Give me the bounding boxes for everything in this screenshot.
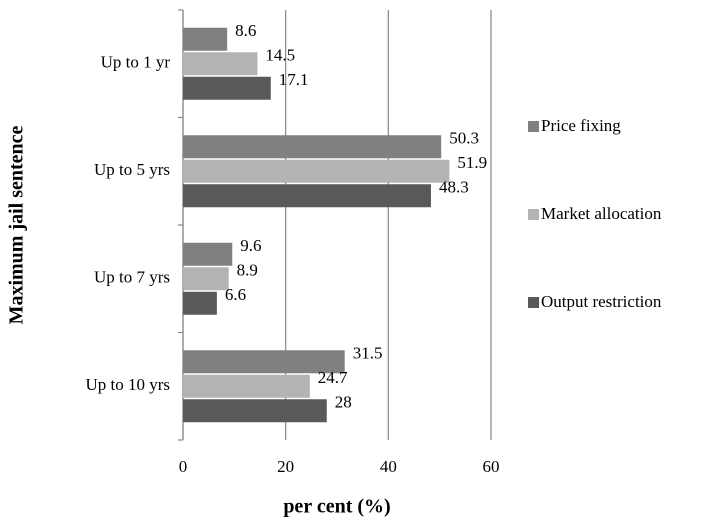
y-tick-label: Up to 1 yr — [101, 53, 171, 72]
x-axis-title: per cent (%) — [283, 496, 390, 518]
y-tick-label: Up to 10 yrs — [85, 375, 170, 394]
data-label: 9.6 — [240, 236, 261, 255]
bar — [183, 242, 233, 266]
bar — [183, 135, 442, 159]
legend-label: Market allocation — [541, 204, 662, 223]
data-label: 50.3 — [449, 129, 479, 148]
bar — [183, 350, 345, 374]
bar — [183, 267, 229, 291]
legend-swatch — [528, 297, 539, 308]
data-label: 51.9 — [457, 153, 487, 172]
bar — [183, 76, 271, 100]
bar — [183, 184, 431, 208]
y-tick-label: Up to 5 yrs — [94, 160, 170, 179]
bar — [183, 399, 327, 423]
x-tick-label: 20 — [277, 457, 294, 476]
data-label: 14.5 — [265, 46, 295, 65]
bar — [183, 27, 228, 51]
x-tick-label: 0 — [179, 457, 188, 476]
data-label: 28 — [335, 393, 352, 412]
data-label: 8.9 — [237, 261, 258, 280]
data-label: 31.5 — [353, 344, 383, 363]
data-label: 8.6 — [235, 21, 256, 40]
bar — [183, 374, 310, 398]
bar — [183, 159, 450, 183]
x-tick-label: 60 — [483, 457, 500, 476]
data-label: 17.1 — [279, 70, 309, 89]
data-label: 6.6 — [225, 285, 246, 304]
data-label: 48.3 — [439, 178, 469, 197]
y-tick-label: Up to 7 yrs — [94, 268, 170, 287]
y-axis-title: Maximum jail sentence — [6, 125, 28, 324]
bar — [183, 52, 258, 76]
legend-swatch — [528, 121, 539, 132]
bar — [183, 291, 217, 315]
data-label: 24.7 — [318, 368, 348, 387]
legend-label: Price fixing — [541, 116, 621, 135]
legend-label: Output restriction — [541, 292, 662, 311]
x-tick-label: 40 — [380, 457, 397, 476]
legend-swatch — [528, 209, 539, 220]
